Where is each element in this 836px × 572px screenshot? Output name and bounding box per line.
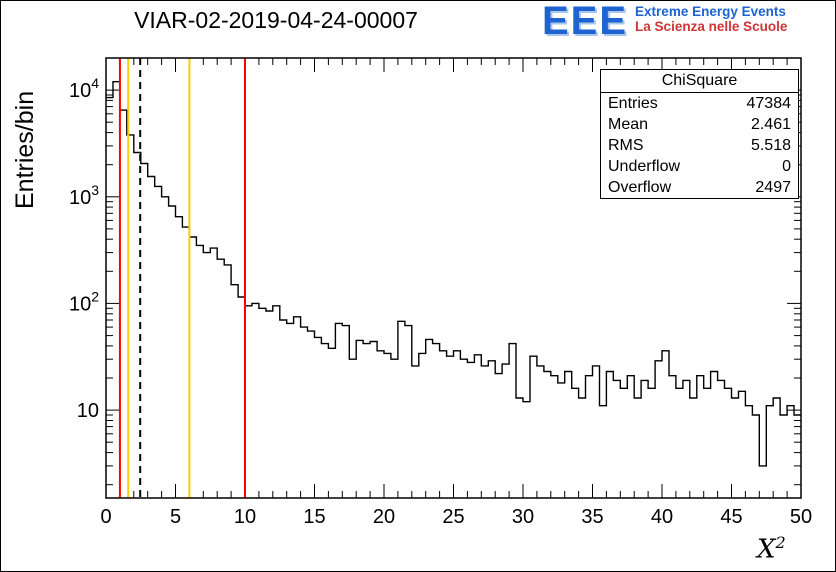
x-tick-label: 25 (442, 506, 464, 528)
stats-row-mean: Mean 2.461 (601, 114, 798, 135)
x-axis-label-exponent: 2 (775, 533, 786, 552)
plot-title: VIAR-02-2019-04-24-00007 (134, 7, 418, 33)
stats-label: Mean (608, 115, 649, 133)
x-tick-label: 15 (303, 506, 325, 528)
stats-label: Overflow (608, 178, 672, 196)
eee-logo: EEE Extreme Energy Events La Scienza nel… (542, 0, 787, 43)
stats-label: Entries (608, 94, 658, 112)
stats-value: 47384 (746, 94, 792, 112)
x-axis-label-base: X (757, 534, 776, 565)
y-tick-label: 104 (69, 75, 99, 102)
plot-frame (105, 57, 802, 499)
stats-row-entries: Entries 47384 (601, 93, 798, 114)
x-tick-label: 50 (790, 506, 812, 528)
x-tick-label: 45 (720, 506, 742, 528)
x-tick-label: 5 (170, 506, 181, 528)
stats-label: Underflow (608, 157, 681, 175)
x-tick-label: 20 (373, 506, 395, 528)
stats-label: RMS (608, 136, 644, 154)
eee-logo-acronym: EEE (542, 0, 629, 43)
stats-row-underflow: Underflow 0 (601, 156, 798, 177)
stats-value: 5.518 (750, 136, 791, 154)
x-axis-label: X2 (757, 533, 786, 565)
x-tick-label: 40 (651, 506, 673, 528)
x-tick-label: 35 (581, 506, 603, 528)
stats-row-overflow: Overflow 2497 (601, 177, 798, 198)
x-tick-label: 30 (512, 506, 534, 528)
eee-logo-text: Extreme Energy Events La Scienza nelle S… (635, 4, 787, 34)
logo-line-1: Extreme Energy Events (635, 4, 786, 19)
stats-box: ChiSquare Entries 47384 Mean 2.461 RMS 5… (600, 69, 799, 199)
stats-box-title: ChiSquare (601, 70, 798, 93)
logo-line-2: La Scienza nelle Scuole (635, 19, 788, 34)
stats-value: 2497 (755, 178, 791, 196)
x-tick-label: 10 (234, 506, 256, 528)
stats-row-rms: RMS 5.518 (601, 135, 798, 156)
y-tick-label: 10 (77, 400, 99, 422)
stats-value: 2.461 (750, 115, 791, 133)
y-tick-label: 103 (69, 182, 99, 209)
y-tick-label: 102 (69, 288, 99, 315)
x-tick-label: 0 (100, 506, 111, 528)
histogram-line (106, 81, 801, 467)
stats-value: 0 (782, 157, 791, 175)
